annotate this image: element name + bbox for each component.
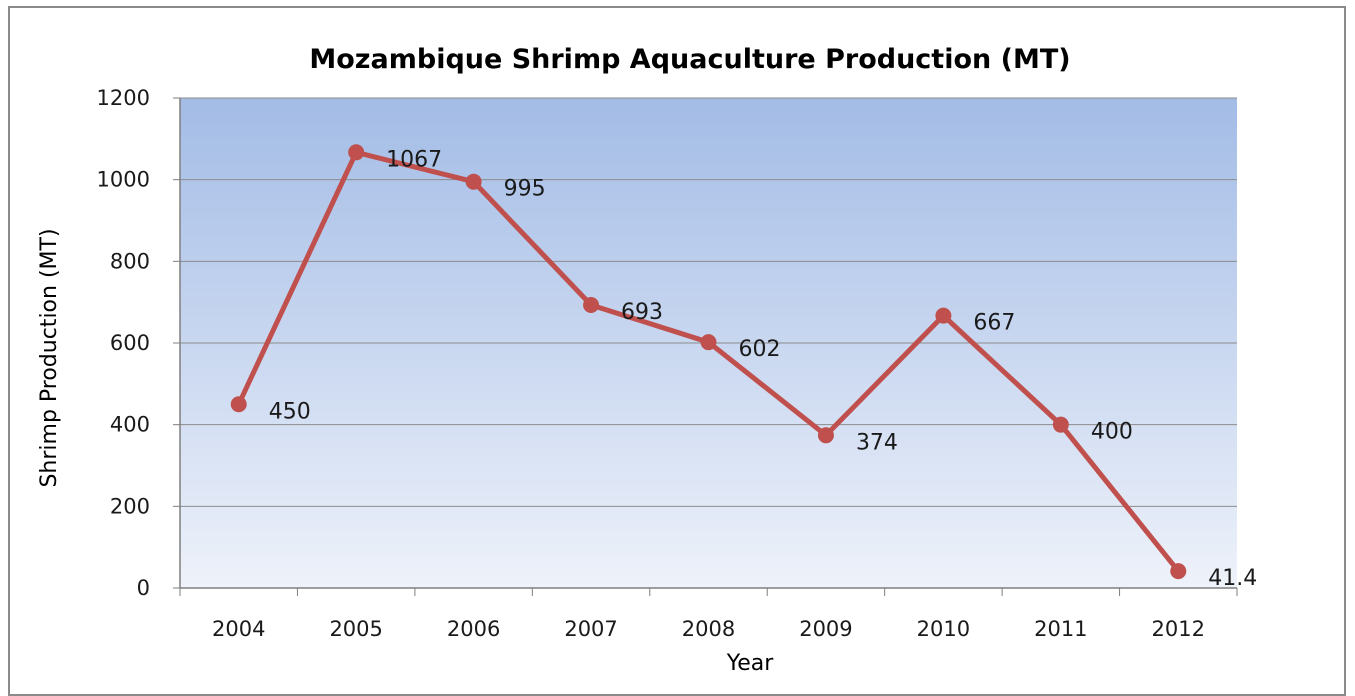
data-label: 995 (504, 177, 546, 202)
y-tick-label: 600 (110, 331, 150, 355)
data-point (583, 297, 600, 314)
data-label: 400 (1091, 420, 1133, 445)
x-tick-label: 2010 (917, 617, 970, 641)
data-point (700, 334, 717, 351)
x-tick-label: 2006 (447, 617, 500, 641)
data-point (935, 307, 952, 324)
data-point (348, 144, 365, 161)
data-label: 693 (621, 300, 663, 325)
data-label: 667 (973, 311, 1015, 336)
y-tick-label: 200 (110, 494, 150, 518)
data-label: 1067 (386, 147, 442, 172)
y-tick-label: 0 (137, 576, 150, 600)
y-tick-label: 400 (110, 413, 150, 437)
x-tick-label: 2009 (799, 617, 852, 641)
data-label: 41.4 (1208, 566, 1257, 591)
x-tick-label: 2012 (1152, 617, 1205, 641)
data-point (230, 396, 247, 413)
x-tick-label: 2011 (1034, 617, 1087, 641)
chart-title: Mozambique Shrimp Aquaculture Production… (309, 44, 1070, 75)
y-tick-label: 800 (110, 249, 150, 273)
x-tick-label: 2007 (564, 617, 617, 641)
x-tick-label: 2008 (682, 617, 735, 641)
data-point (465, 173, 482, 190)
y-tick-label: 1200 (97, 86, 150, 110)
data-label: 450 (269, 399, 311, 424)
line-chart: Mozambique Shrimp Aquaculture Production… (37, 44, 1257, 676)
x-axis-title: Year (726, 651, 775, 676)
data-point (1052, 416, 1069, 433)
x-tick-label: 2005 (329, 617, 382, 641)
data-point (817, 427, 834, 444)
data-label: 602 (739, 337, 781, 362)
data-label: 374 (856, 430, 898, 455)
x-tick-label: 2004 (212, 617, 265, 641)
y-tick-label: 1000 (97, 168, 150, 192)
y-axis-title: Shrimp Production (MT) (37, 228, 62, 487)
data-point (1170, 563, 1187, 580)
